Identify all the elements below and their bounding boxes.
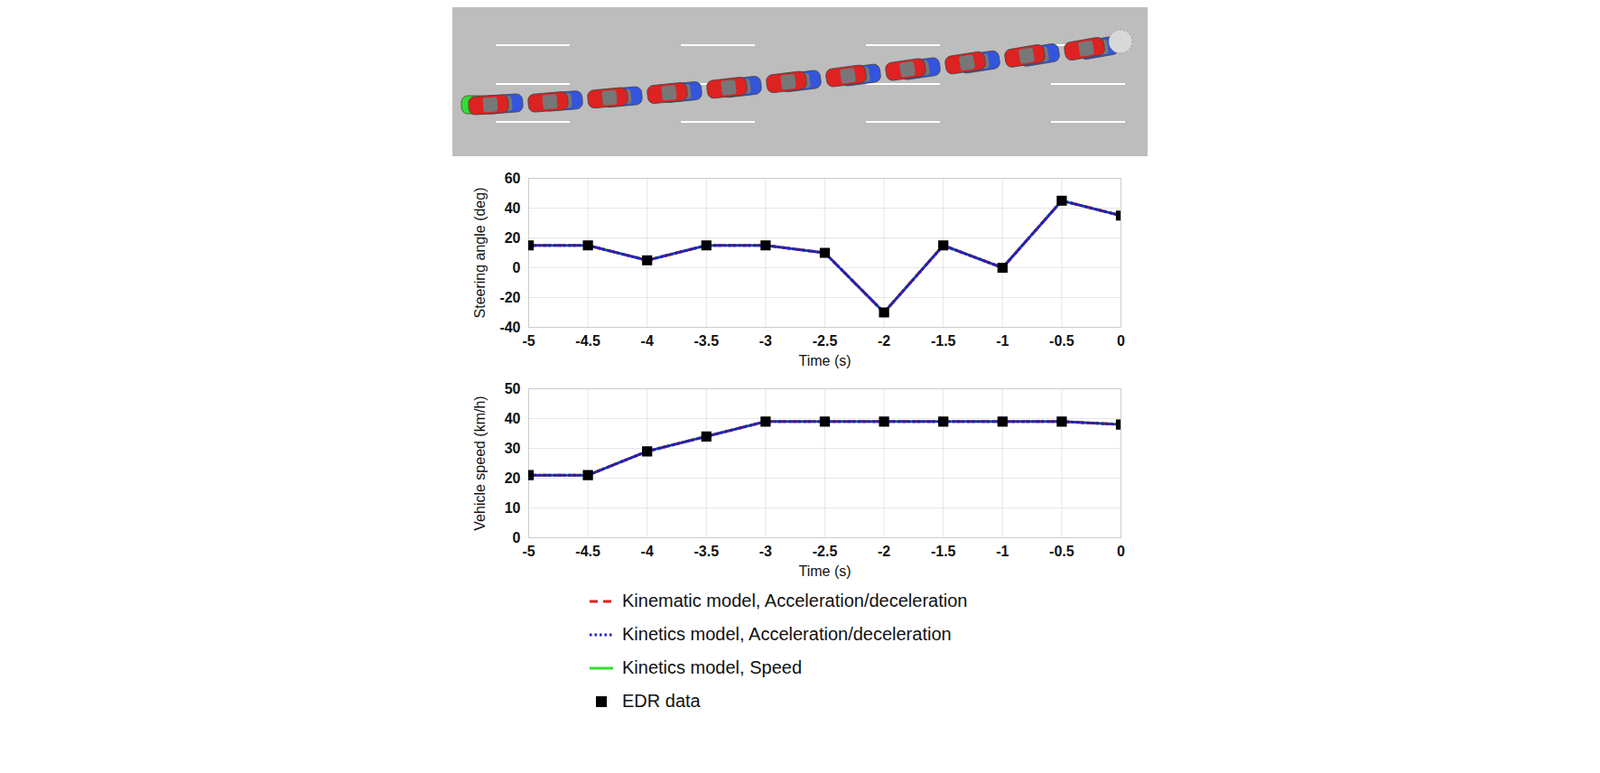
svg-text:-2: -2 [877, 543, 891, 559]
html-text:Kinetics model, Speed: Kinetics model, Speed [622, 657, 802, 678]
svg-text:20: 20 [504, 470, 521, 486]
html-text:Kinematic model, Acceleration/: Kinematic model, Acceleration/decelerati… [622, 590, 968, 611]
svg-text:-1: -1 [995, 333, 1009, 349]
svg-text:-1.5: -1.5 [930, 333, 957, 349]
svg-text:-4: -4 [641, 543, 654, 559]
svg-text:-3.5: -3.5 [694, 333, 720, 349]
svg-text:-5: -5 [521, 333, 535, 349]
svg-text:-3: -3 [759, 543, 773, 559]
svg-text:-2: -2 [877, 333, 891, 349]
svg-text:-5: -5 [521, 543, 535, 559]
svg-text:-1.5: -1.5 [930, 543, 957, 559]
svg-text:0: 0 [1116, 543, 1126, 559]
svg-text:-4: -4 [641, 333, 654, 349]
svg-text:-3.5: -3.5 [694, 543, 720, 559]
svg-text:Steering angle (deg): Steering angle (deg) [472, 187, 488, 319]
svg-text:Vehicle speed (km/h): Vehicle speed (km/h) [472, 395, 488, 531]
svg-text:-3: -3 [759, 333, 773, 349]
svg-text:-20: -20 [499, 289, 521, 306]
svg-text:Time (s): Time (s) [798, 563, 851, 579]
svg-text:-2.5: -2.5 [812, 333, 838, 349]
svg-text:20: 20 [504, 230, 521, 246]
svg-text:-4.5: -4.5 [575, 543, 601, 559]
svg-text:0: 0 [1116, 333, 1126, 349]
svg-text:Time (s): Time (s) [798, 353, 851, 369]
svg-text:50: 50 [504, 381, 521, 397]
svg-text:-4.5: -4.5 [575, 333, 601, 349]
html-text:EDR data: EDR data [622, 690, 701, 711]
svg-text:-0.5: -0.5 [1049, 543, 1075, 559]
svg-text:-40: -40 [499, 319, 521, 335]
svg-text:-0.5: -0.5 [1049, 333, 1075, 349]
svg-text:-1: -1 [995, 543, 1009, 559]
svg-text:-2.5: -2.5 [812, 543, 838, 559]
svg-text:30: 30 [504, 440, 521, 456]
svg-text:60: 60 [504, 170, 521, 187]
svg-text:0: 0 [512, 260, 521, 276]
svg-text:0: 0 [512, 530, 521, 546]
svg-text:40: 40 [504, 410, 521, 427]
svg-text:40: 40 [504, 200, 521, 216]
svg-text:10: 10 [504, 500, 521, 516]
html-text:Kinetics model, Acceleration/d: Kinetics model, Acceleration/deceleratio… [622, 623, 952, 644]
